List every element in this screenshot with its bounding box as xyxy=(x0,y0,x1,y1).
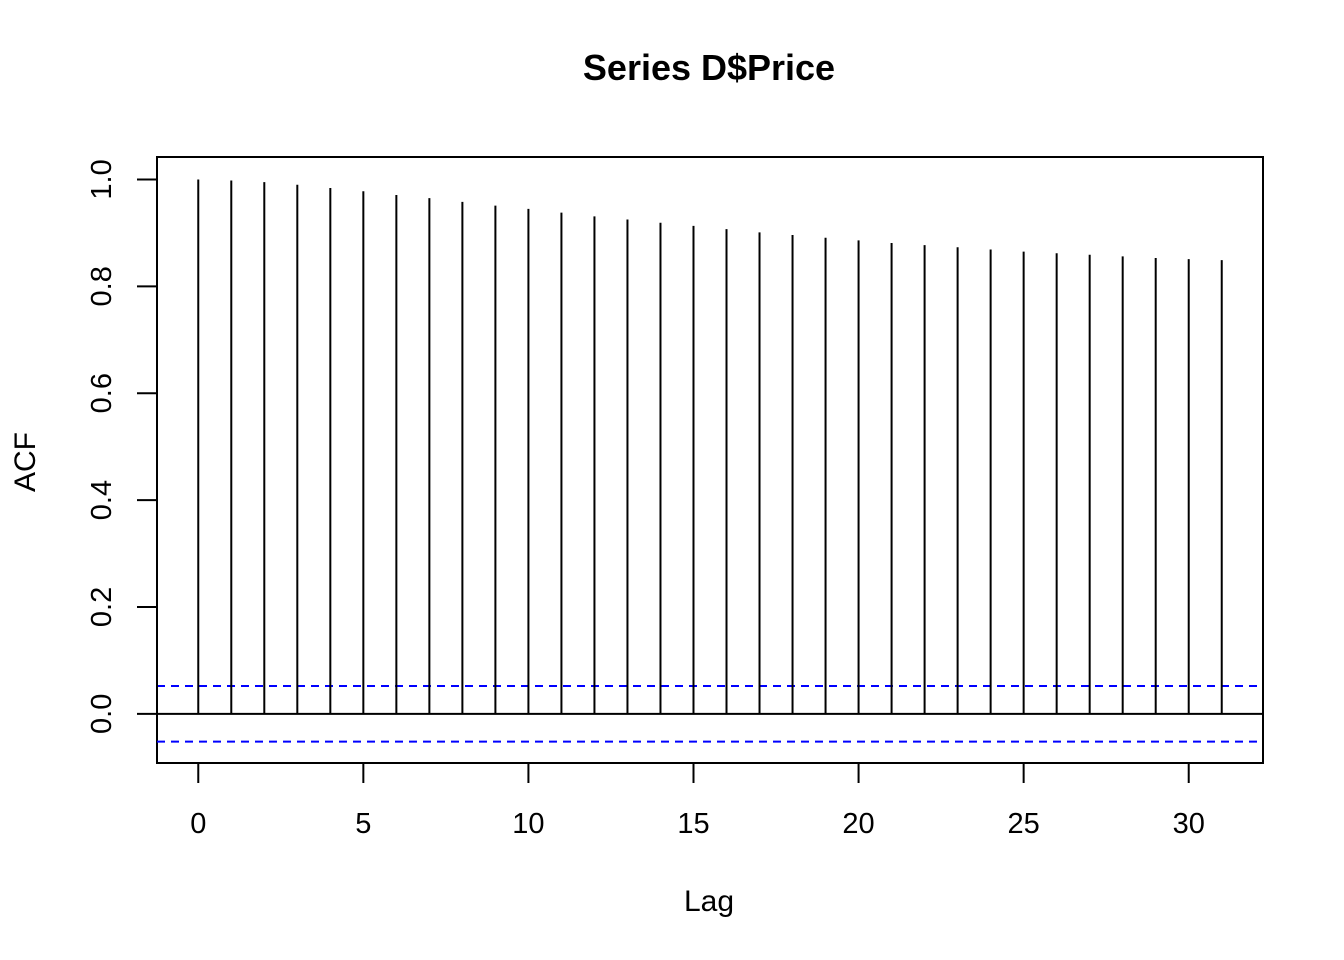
x-tick-label-10: 10 xyxy=(512,808,544,840)
x-tick-label-20: 20 xyxy=(842,808,874,840)
plot-area: 0 5 10 15 20 25 30 0.0 0.2 0.4 0.6 0.8 1.0 xyxy=(86,156,1264,840)
x-tick-label-25: 25 xyxy=(1008,808,1040,840)
plot-frame xyxy=(156,156,1264,764)
y-tick-label-2: 0.4 xyxy=(86,480,118,520)
x-tick-label-15: 15 xyxy=(677,808,709,840)
x-tick-label-30: 30 xyxy=(1173,808,1205,840)
y-tick-label-0: 0.0 xyxy=(86,694,118,734)
y-tick-label-3: 0.6 xyxy=(86,373,118,413)
y-tick-label-4: 0.8 xyxy=(86,266,118,306)
chart-title: Series D$Price xyxy=(583,47,835,88)
y-tick-label-1: 0.2 xyxy=(86,587,118,627)
x-tick-label-0: 0 xyxy=(190,808,206,840)
x-axis-label: Lag xyxy=(684,885,734,918)
y-axis-label: ACF xyxy=(9,432,42,492)
y-tick-label-5: 1.0 xyxy=(86,159,118,199)
x-tick-label-5: 5 xyxy=(355,808,371,840)
